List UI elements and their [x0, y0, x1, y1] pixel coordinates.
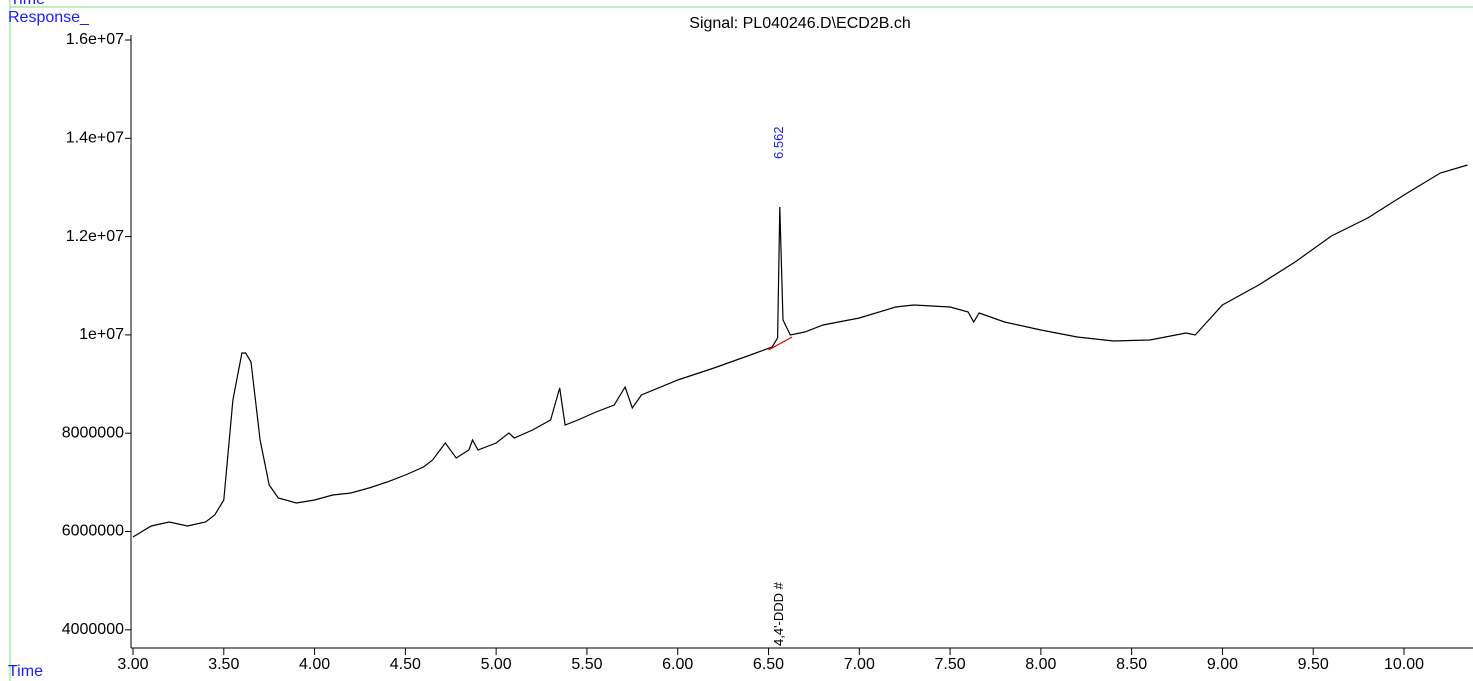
x-tick-label: 10.00 — [1384, 656, 1424, 673]
y-axis-label: Response_ — [8, 9, 90, 26]
y-tick-label: 4000000 — [62, 621, 124, 638]
x-tick-label: 5.00 — [481, 656, 512, 673]
top-label: Time — [10, 0, 45, 8]
chart-title: Signal: PL040246.D\ECD2B.ch — [689, 15, 910, 32]
x-tick-label: 9.50 — [1298, 656, 1329, 673]
x-tick-label: 8.50 — [1116, 656, 1147, 673]
x-tick-label: 5.50 — [571, 656, 602, 673]
x-tick-label: 7.00 — [844, 656, 875, 673]
x-tick-label: 4.00 — [299, 656, 330, 673]
x-tick-label: 8.00 — [1025, 656, 1056, 673]
signal-line — [768, 336, 793, 351]
y-tick-label: 6000000 — [62, 523, 124, 540]
x-axis-label: Time — [8, 663, 43, 680]
x-tick-label: 3.00 — [117, 656, 148, 673]
x-tick-label: 6.50 — [753, 656, 784, 673]
x-tick-label: 9.00 — [1207, 656, 1238, 673]
y-tick-label: 1.4e+07 — [66, 130, 124, 147]
y-tick-label: 1e+07 — [79, 326, 124, 343]
y-tick-label: 8000000 — [62, 424, 124, 441]
y-tick-label: 1.2e+07 — [66, 228, 124, 245]
y-tick-label: 1.6e+07 — [66, 31, 124, 48]
x-tick-label: 4.50 — [390, 656, 421, 673]
x-tick-label: 3.50 — [208, 656, 239, 673]
peak-label: 6.562 — [771, 126, 786, 159]
x-tick-label: 7.50 — [935, 656, 966, 673]
x-tick-label: 6.00 — [662, 656, 693, 673]
signal-line — [132, 164, 1468, 538]
compound-label: 4,4'-DDD # — [771, 581, 786, 646]
